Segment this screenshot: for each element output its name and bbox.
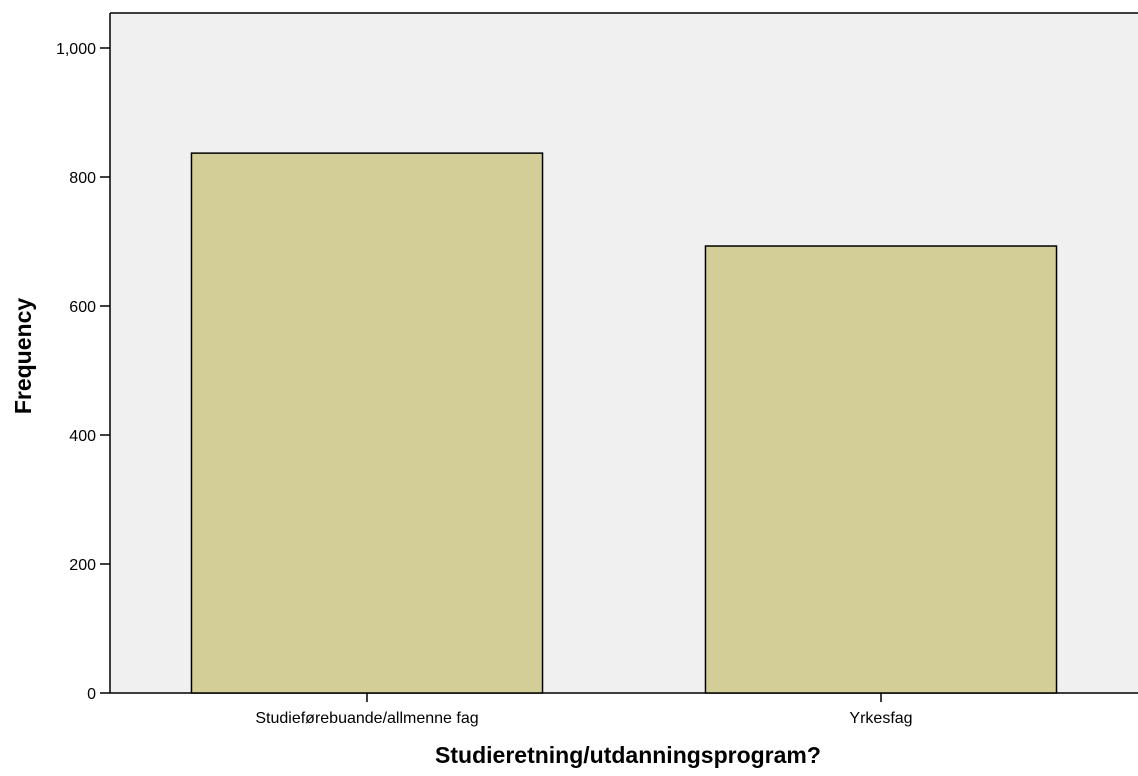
y-tick-label-200: 200 [69, 557, 96, 574]
y-tick-label-400: 400 [69, 428, 96, 445]
bar-series [190, 152, 1058, 694]
x-tick-label-2: Yrkesfag [849, 710, 912, 727]
bar-1 [190, 152, 544, 694]
x-axis-title: Studieretning/utdanningsprogram? [435, 742, 821, 768]
y-axis-ticks: 0 200 400 600 800 1,000 [56, 41, 110, 703]
x-axis-ticks: Studieførebuande/allmenne fag Yrkesfag [255, 693, 913, 727]
y-tick-label-0: 0 [87, 686, 96, 703]
y-tick-label-800: 800 [69, 170, 96, 187]
y-axis-title: Frequency [10, 298, 36, 415]
bar-2 [704, 245, 1058, 694]
y-tick-label-600: 600 [69, 299, 96, 316]
y-tick-label-1000: 1,000 [56, 41, 96, 58]
x-tick-label-1: Studieførebuande/allmenne fag [255, 710, 478, 727]
